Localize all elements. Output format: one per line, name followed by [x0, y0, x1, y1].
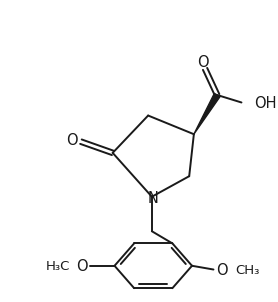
Text: H₃C: H₃C: [45, 260, 70, 273]
Text: N: N: [147, 191, 158, 206]
Text: O: O: [66, 133, 78, 148]
Text: O: O: [216, 263, 228, 278]
Text: OH: OH: [255, 96, 277, 111]
Text: O: O: [76, 259, 88, 274]
Polygon shape: [194, 93, 220, 134]
Text: O: O: [197, 55, 209, 70]
Text: CH₃: CH₃: [235, 264, 259, 277]
